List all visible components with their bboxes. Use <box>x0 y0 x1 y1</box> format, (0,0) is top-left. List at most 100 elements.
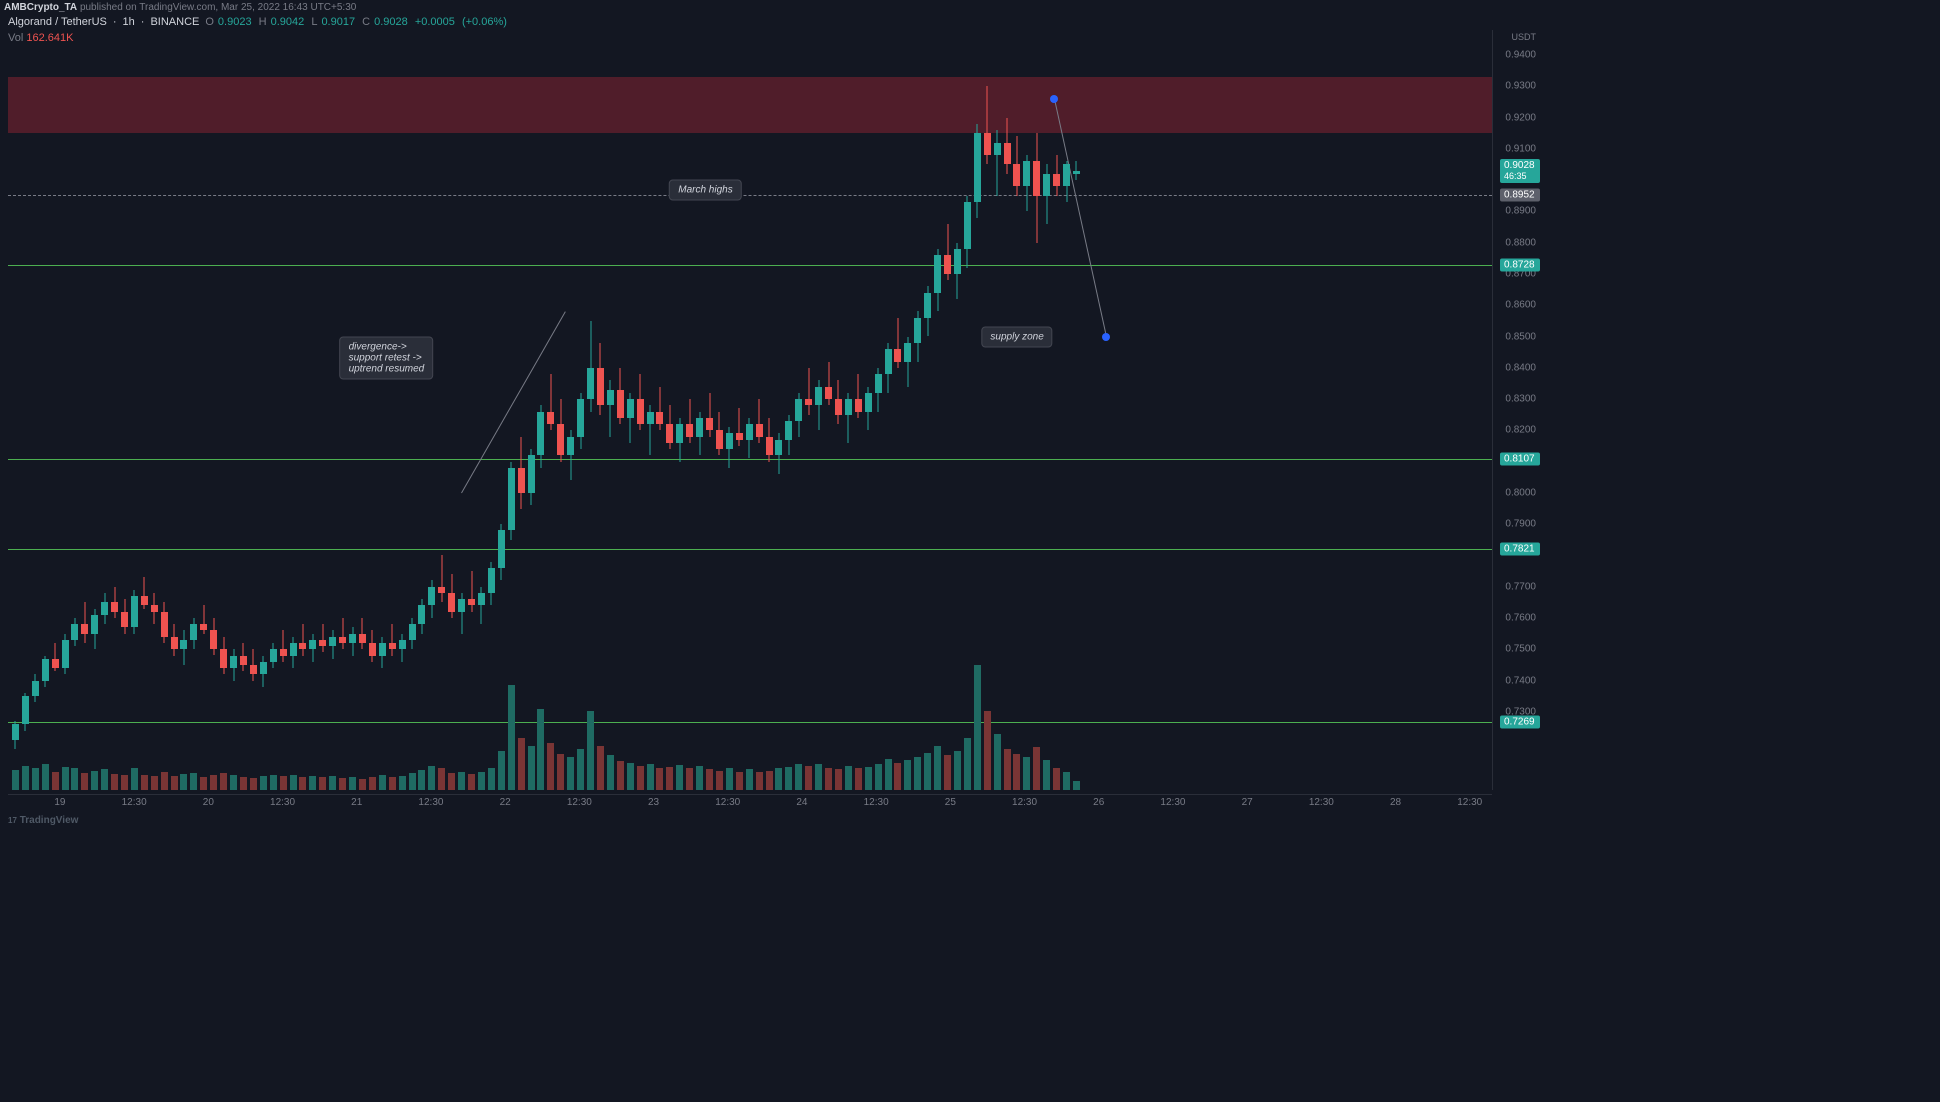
volume-bar <box>290 775 297 790</box>
x-tick: 21 <box>351 797 362 808</box>
hline-price-label: 0.7269 <box>1500 715 1540 728</box>
volume-bar <box>1013 754 1020 790</box>
x-tick: 12:30 <box>864 797 889 808</box>
x-tick: 12:30 <box>122 797 147 808</box>
volume-bar <box>250 778 257 790</box>
volume-bar <box>91 771 98 790</box>
volume-bar <box>537 709 544 790</box>
horizontal-line[interactable] <box>8 722 1492 723</box>
volume-bar <box>934 746 941 790</box>
volume-bar <box>885 759 892 790</box>
y-tick: 0.7600 <box>1505 612 1536 623</box>
volume-bar <box>736 772 743 790</box>
volume-bar <box>369 777 376 790</box>
volume-bar <box>994 734 1001 790</box>
volume-bar <box>71 768 78 790</box>
annotation-dot[interactable] <box>1102 333 1110 341</box>
volume-bar <box>894 763 901 790</box>
volume-bar <box>349 777 356 790</box>
x-tick: 12:30 <box>270 797 295 808</box>
volume-bar <box>22 766 29 790</box>
volume-bar <box>200 777 207 790</box>
symbol-name: Algorand / TetherUS <box>8 16 107 28</box>
annotation-callout[interactable]: March highs <box>669 179 741 200</box>
y-tick: 0.9100 <box>1505 143 1536 154</box>
x-tick: 19 <box>54 797 65 808</box>
y-tick: 0.9400 <box>1505 50 1536 61</box>
volume-bar <box>379 775 386 790</box>
volume-bar <box>32 768 39 790</box>
volume-bar <box>180 774 187 790</box>
annotation-callout[interactable]: divergence->support retest ->uptrend res… <box>340 337 434 380</box>
volume-bar <box>607 755 614 790</box>
volume-bar <box>1043 760 1050 790</box>
volume-bar <box>409 773 416 790</box>
timeframe: 1h <box>123 16 135 28</box>
volume-bar <box>270 775 277 790</box>
volume-bar <box>260 776 267 790</box>
volume-bar <box>131 768 138 790</box>
x-tick: 20 <box>203 797 214 808</box>
horizontal-line[interactable] <box>8 265 1492 266</box>
time-axis[interactable]: 1912:302012:302112:302212:302312:302412:… <box>8 794 1492 814</box>
ohlc-values: O0.9023 H0.9042 L0.9017 C0.9028 +0.0005 … <box>205 16 511 28</box>
volume-bar <box>1023 757 1030 790</box>
volume-bar <box>875 764 882 790</box>
volume-bar <box>696 766 703 790</box>
volume-bar <box>914 757 921 790</box>
y-tick: 0.8200 <box>1505 425 1536 436</box>
volume-bar <box>647 764 654 790</box>
x-tick: 12:30 <box>1457 797 1482 808</box>
volume-bar <box>617 761 624 790</box>
volume-bar <box>944 755 951 790</box>
volume-bar <box>210 775 217 790</box>
volume-bar <box>815 764 822 790</box>
y-tick: 0.9300 <box>1505 81 1536 92</box>
volume-bar <box>587 711 594 790</box>
volume-bar <box>359 779 366 790</box>
volume-bar <box>230 775 237 790</box>
march-highs-line[interactable] <box>8 195 1492 196</box>
annotation-callout[interactable]: supply zone <box>981 326 1052 347</box>
volume-bar <box>498 751 505 790</box>
volume-bar <box>458 772 465 790</box>
x-tick: 24 <box>796 797 807 808</box>
volume-bar <box>141 775 148 790</box>
volume-bar <box>528 746 535 790</box>
volume-bar <box>964 738 971 790</box>
callout-connector <box>1054 99 1107 337</box>
y-tick: 0.8800 <box>1505 237 1536 248</box>
volume-bar <box>1033 747 1040 790</box>
volume-bar <box>478 772 485 790</box>
volume-bar <box>775 768 782 790</box>
volume-bar <box>785 767 792 790</box>
hline-price-label: 0.8107 <box>1500 453 1540 466</box>
volume-bar <box>190 773 197 790</box>
volume-bar <box>1063 772 1070 790</box>
volume-bar <box>766 771 773 790</box>
exchange: BINANCE <box>150 16 199 28</box>
volume-bar <box>240 777 247 790</box>
volume-bar <box>101 769 108 790</box>
horizontal-line[interactable] <box>8 459 1492 460</box>
x-tick: 25 <box>945 797 956 808</box>
hline-price-label: 0.8728 <box>1500 259 1540 272</box>
price-chart[interactable]: March highs divergence->support retest ->… <box>8 30 1492 790</box>
volume-bar <box>904 760 911 790</box>
volume-bar <box>954 751 961 790</box>
volume-bar <box>627 763 634 790</box>
x-tick: 12:30 <box>1309 797 1334 808</box>
y-tick: 0.7400 <box>1505 675 1536 686</box>
hline-price-label: 0.7821 <box>1500 542 1540 555</box>
volume-bar <box>329 776 336 790</box>
volume-bar <box>855 768 862 790</box>
volume-bar <box>577 749 584 790</box>
volume-bar <box>706 769 713 790</box>
x-tick: 12:30 <box>567 797 592 808</box>
horizontal-line[interactable] <box>8 549 1492 550</box>
x-tick: 28 <box>1390 797 1401 808</box>
price-axis[interactable]: 0.94000.93000.92000.91000.89000.88000.87… <box>1492 30 1540 790</box>
volume-bar <box>309 776 316 790</box>
annotation-dot[interactable] <box>1050 95 1058 103</box>
x-tick: 26 <box>1093 797 1104 808</box>
